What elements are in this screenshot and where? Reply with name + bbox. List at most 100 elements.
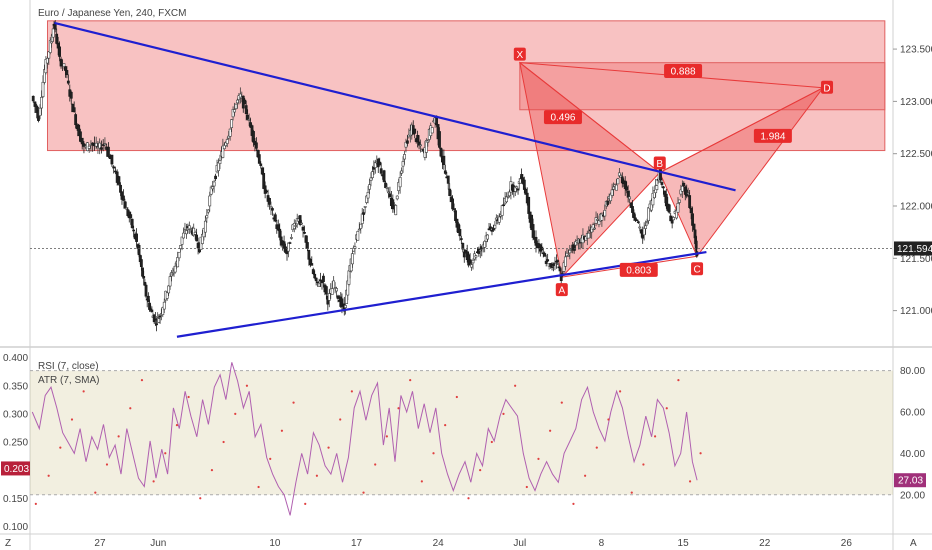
atr-dot <box>70 418 74 421</box>
candle-body <box>486 234 489 240</box>
candle-body <box>187 225 191 230</box>
candle-body <box>135 233 138 242</box>
candle-body <box>123 201 127 209</box>
candle-body <box>45 58 49 64</box>
pattern-point-label: X <box>516 50 523 61</box>
atr-dot <box>514 384 517 387</box>
atr-dot <box>374 463 377 466</box>
atr-dot <box>327 446 330 449</box>
atr-dot <box>210 469 214 472</box>
atr-dot <box>292 401 295 404</box>
candle-body <box>269 206 273 209</box>
candle-body <box>546 259 550 262</box>
candle-body <box>366 191 370 199</box>
candle-body <box>262 172 266 189</box>
candle-body <box>94 142 98 147</box>
candle-body <box>66 80 70 84</box>
candle-body <box>506 196 510 198</box>
candle-body <box>647 207 650 222</box>
axes: 27 Jun 10 17 24 Jul 8 15 22 26 Z A 123.500 123.000 122… <box>1 45 932 549</box>
candle-body <box>382 170 386 182</box>
candle-body <box>313 273 317 279</box>
atr-dot <box>94 491 97 494</box>
candle-body <box>182 232 185 239</box>
candle-body <box>58 46 61 57</box>
candle-body <box>439 147 443 157</box>
candle-body <box>564 256 567 267</box>
atr-dot <box>82 390 85 393</box>
atr-dot <box>409 379 412 382</box>
candle-body <box>672 217 676 221</box>
price-tick-label: 122.000 <box>900 202 932 213</box>
atr-dot <box>467 497 470 500</box>
candle-body <box>119 184 122 193</box>
atr-dot <box>665 407 668 410</box>
candle-body <box>675 210 678 219</box>
candle-body <box>193 232 197 235</box>
candle-body <box>208 195 212 207</box>
candle-body <box>566 255 570 257</box>
candle-body <box>158 315 162 318</box>
candle-body <box>470 264 473 268</box>
candle-body <box>438 131 441 148</box>
candle-body <box>234 103 238 110</box>
candle-body <box>139 259 143 268</box>
ratio-badge <box>619 262 658 277</box>
date-tick-label: 17 <box>351 538 363 549</box>
candle-body <box>278 228 282 238</box>
ratio-line-bd <box>659 87 824 173</box>
candle-body <box>360 213 364 224</box>
candle-body <box>211 186 215 190</box>
atr-dot <box>315 474 318 477</box>
candle-body <box>603 210 607 217</box>
ratio-label: 0.496 <box>550 113 575 124</box>
candle-body <box>221 145 225 158</box>
candle-body <box>55 33 59 44</box>
candle-body <box>100 147 103 150</box>
atr-dot <box>385 435 388 438</box>
candle-body <box>692 223 696 230</box>
candle-body <box>263 185 267 194</box>
atr-dot <box>269 457 272 460</box>
candle-body <box>64 66 67 71</box>
candle-body <box>385 187 389 189</box>
candle-body <box>271 208 274 211</box>
candle-body <box>680 185 684 192</box>
candle-body <box>162 301 166 310</box>
candle-body <box>33 101 37 107</box>
atr-dot <box>187 395 190 399</box>
candle-body <box>303 232 306 234</box>
atr-dot <box>222 440 225 444</box>
trendlines <box>54 21 736 338</box>
candle-body <box>615 184 618 191</box>
candle-body <box>142 276 146 279</box>
candle-body <box>430 127 434 134</box>
candle-body <box>65 70 69 76</box>
atr-dot <box>444 424 447 427</box>
atr-tick-label: 0.350 <box>3 381 28 392</box>
candle-body <box>636 221 640 223</box>
date-tick-label: Jul <box>513 538 526 549</box>
candle-body <box>165 292 169 299</box>
atr-legend: ATR (7, SMA) <box>38 375 99 386</box>
candle-body <box>107 146 110 157</box>
pattern-point-badge <box>513 47 526 61</box>
atr-dot <box>350 390 353 393</box>
candle-body <box>398 176 402 188</box>
candle-body <box>243 99 247 105</box>
atr-dot <box>164 452 167 455</box>
atr-dot <box>34 502 37 505</box>
candle-body <box>176 257 180 268</box>
candle-body <box>508 191 511 197</box>
candle-body <box>228 128 232 137</box>
candle-body <box>387 191 390 194</box>
candle-body <box>556 260 560 262</box>
candle-body <box>357 228 361 231</box>
candle-body <box>493 224 497 229</box>
rsi-tick-label: 20.00 <box>900 490 925 501</box>
candle-body <box>497 216 501 223</box>
candle-body <box>82 143 86 147</box>
date-tick-label: 22 <box>759 538 771 549</box>
